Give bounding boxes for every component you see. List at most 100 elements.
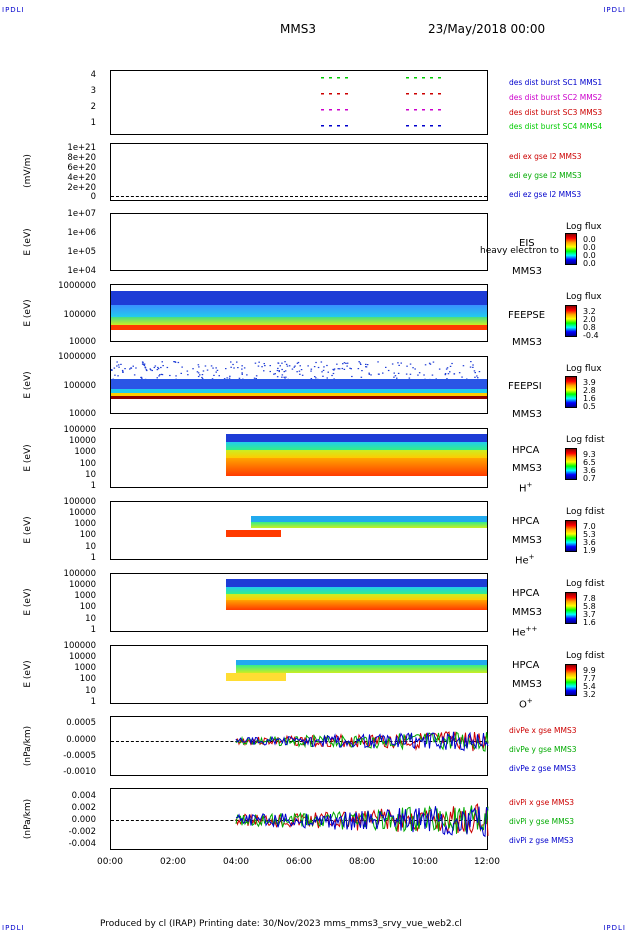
scatter-point	[360, 376, 363, 378]
scatter-point	[197, 372, 200, 374]
scatter-point	[409, 373, 412, 375]
scatter-point	[144, 367, 147, 369]
scatter-point	[449, 371, 451, 373]
scatter-point	[472, 364, 474, 366]
ytick: 1e+04	[67, 266, 96, 276]
scatter-point	[269, 365, 271, 367]
scatter-point	[226, 377, 228, 379]
ytick: 1000	[74, 663, 96, 673]
scatter-point	[255, 378, 257, 380]
scatter-point	[409, 363, 412, 365]
scatter-point	[300, 369, 303, 371]
colorbar-value: 0.5	[583, 402, 596, 411]
ytick: 100	[79, 459, 96, 469]
colorbar-value: 2.8	[583, 386, 596, 395]
scatter-point	[285, 376, 287, 378]
ytick: -0.002	[68, 827, 96, 837]
scatter-point	[225, 368, 227, 370]
instrument-label: HPCA	[512, 516, 540, 527]
ytick: 1000	[74, 591, 96, 601]
scatter-point	[151, 369, 153, 372]
scatter-point	[157, 366, 159, 369]
scatter-point	[397, 372, 400, 374]
burst-mark	[438, 77, 441, 79]
scatter-point	[206, 369, 209, 371]
scatter-point	[230, 361, 232, 363]
species-charge: ++	[525, 625, 538, 633]
ytick: 10	[85, 470, 96, 480]
scatter-point	[477, 377, 479, 379]
colorbar-value: 3.7	[583, 610, 596, 619]
scatter-point	[196, 371, 199, 373]
xtick: 10:00	[412, 857, 438, 867]
scatter-point	[281, 368, 283, 371]
scatter-point	[142, 362, 144, 364]
scatter-point	[149, 368, 151, 370]
scatter-point	[393, 376, 395, 378]
colorbar	[565, 592, 577, 624]
scatter-point	[202, 370, 205, 372]
ytick: 0.004	[71, 791, 96, 801]
scatter-point	[213, 374, 215, 376]
scatter-point	[238, 377, 241, 379]
scatter-point	[281, 376, 283, 378]
scatter-point	[156, 377, 158, 379]
burst-mark	[406, 77, 409, 79]
scatter-point	[204, 365, 207, 367]
scatter-point	[408, 377, 411, 379]
scatter-point	[211, 378, 214, 380]
scatter-point	[296, 362, 299, 364]
ytick: 0.0005	[66, 718, 96, 728]
scatter-point	[314, 376, 316, 378]
scatter-point	[288, 365, 291, 367]
colorbar-value: 0.0	[583, 251, 596, 260]
zero-line	[111, 820, 487, 821]
y-axis-label: E (eV)	[23, 299, 33, 327]
panel-burst	[110, 70, 488, 135]
divpi-series-1	[235, 803, 489, 836]
scatter-point	[192, 368, 194, 370]
scatter-point	[228, 377, 231, 379]
scatter-point	[215, 367, 217, 369]
heatmap-band	[226, 458, 487, 476]
scatter-point	[141, 377, 143, 379]
scatter-point	[254, 362, 257, 364]
burst-mark	[337, 125, 340, 127]
heatmap-band	[226, 450, 487, 458]
scatter-point	[423, 374, 425, 376]
heatmap-band	[111, 305, 487, 317]
instrument-label: HPCA	[512, 445, 540, 456]
species-name: He	[515, 555, 529, 567]
burst-mark	[329, 109, 332, 111]
scatter-point	[445, 368, 448, 370]
scatter-point	[323, 366, 325, 368]
scatter-point	[212, 367, 214, 369]
ytick: 1e+21	[67, 143, 96, 153]
scatter-point	[158, 375, 160, 377]
scatter-point	[150, 369, 152, 371]
y-axis-label: E (eV)	[23, 588, 33, 616]
scatter-point	[284, 370, 287, 372]
scatter-point	[417, 374, 419, 376]
scatter-point	[478, 371, 481, 373]
ytick: 100	[79, 602, 96, 612]
instrument-label: HPCA	[512, 660, 540, 671]
burst-mark	[414, 109, 417, 111]
scatter-point	[174, 361, 177, 363]
heatmap-band	[111, 396, 487, 399]
colorbar	[565, 376, 577, 408]
colorbar	[565, 305, 577, 337]
scatter-point	[345, 362, 347, 364]
ytick: 2	[90, 102, 96, 112]
scatter-point	[210, 365, 213, 367]
scatter-point	[132, 365, 134, 367]
scatter-point	[343, 362, 346, 364]
colorbar-value: 1.6	[583, 394, 596, 403]
burst-mark	[430, 77, 433, 79]
colorbar-value: 3.2	[583, 307, 596, 316]
scatter-point	[284, 361, 286, 363]
ytick: 10000	[68, 409, 96, 419]
burst-mark	[345, 77, 348, 79]
scatter-point	[337, 368, 339, 370]
scatter-point	[438, 368, 441, 370]
